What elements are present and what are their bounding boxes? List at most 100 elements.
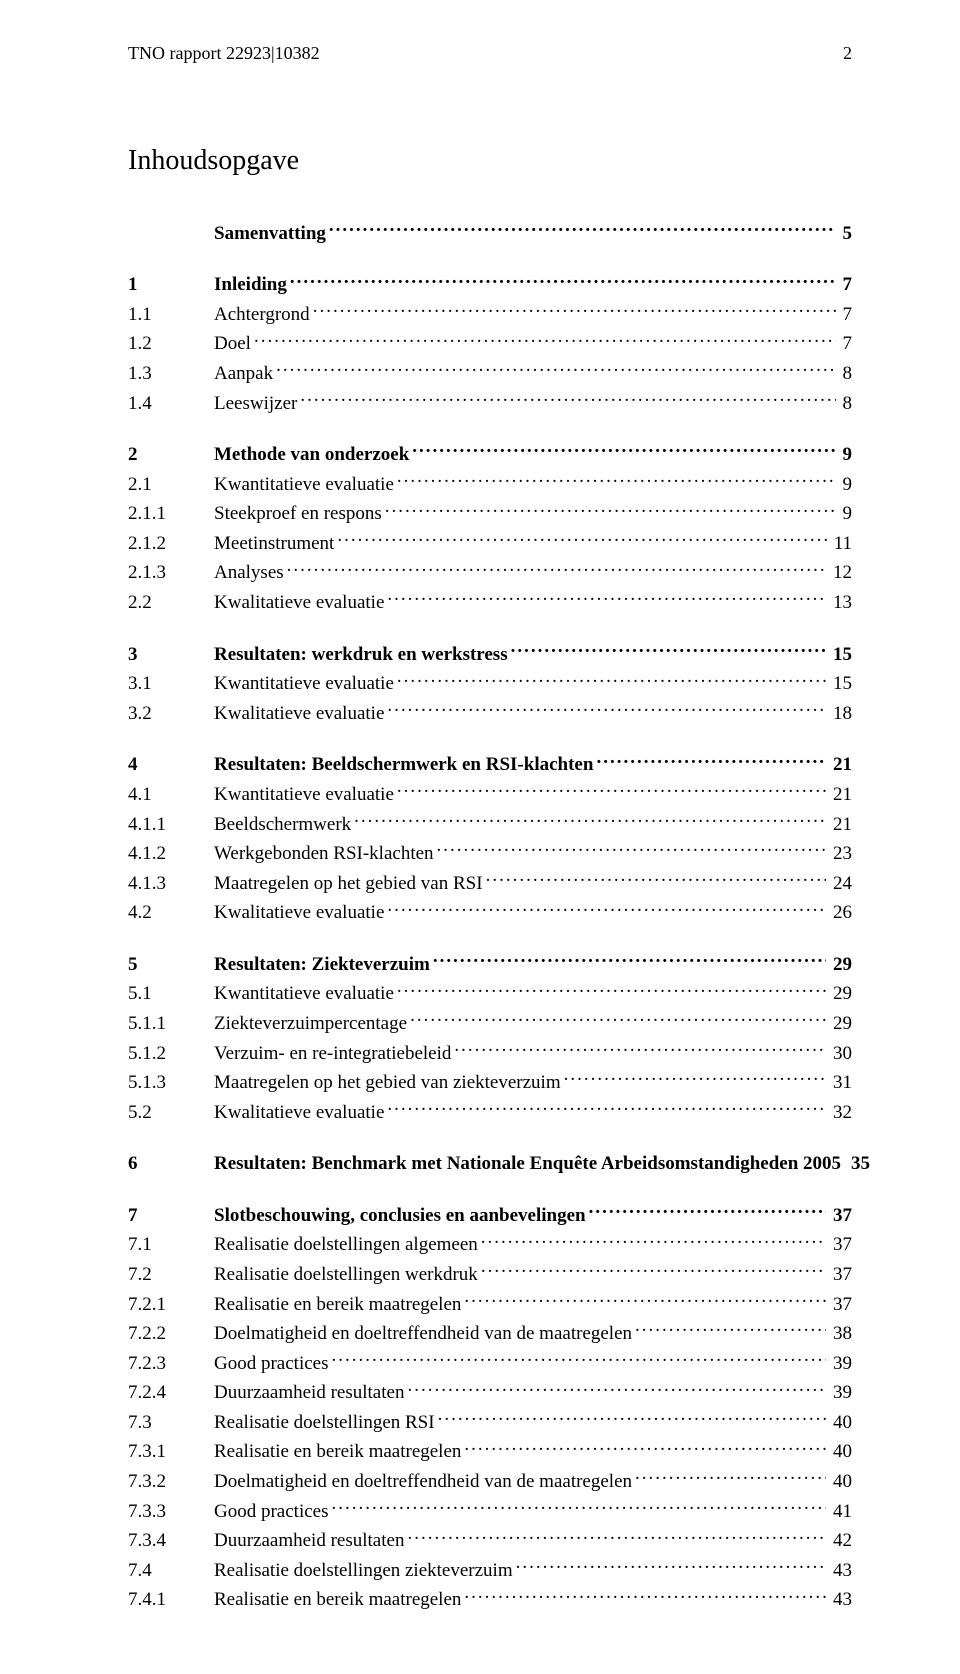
toc-leader-dots xyxy=(511,639,826,660)
toc-label: Good practices xyxy=(214,1500,328,1525)
toc-page: 9 xyxy=(839,473,853,498)
toc-leader-dots xyxy=(300,388,835,409)
toc-number: 1.4 xyxy=(128,392,214,417)
toc-number: 7.2.4 xyxy=(128,1381,214,1406)
toc-label: Steekproef en respons xyxy=(214,502,382,527)
toc-page: 7 xyxy=(839,332,853,357)
toc-row: 7.2.3Good practices39 xyxy=(128,1348,852,1377)
toc-leader-dots xyxy=(481,1230,826,1251)
toc-page: 9 xyxy=(839,502,853,527)
toc-page: 29 xyxy=(829,982,852,1007)
toc-row: 7.2.2Doelmatigheid en doeltreffendheid v… xyxy=(128,1318,852,1347)
toc-label: Realisatie en bereik maatregelen xyxy=(214,1293,461,1318)
toc-page: 40 xyxy=(829,1440,852,1465)
toc-number: 4 xyxy=(128,753,214,778)
toc-leader-dots xyxy=(387,897,826,918)
toc-row: 2.1.1Steekproef en respons 9 xyxy=(128,498,852,527)
toc-leader-dots xyxy=(276,358,835,379)
toc-leader-dots xyxy=(437,838,826,859)
toc-leader-dots xyxy=(635,1466,826,1487)
toc-leader-dots xyxy=(481,1259,826,1280)
toc-label: Analyses xyxy=(214,561,284,586)
toc-leader-dots xyxy=(516,1555,826,1576)
toc-group-gap xyxy=(128,1126,852,1148)
toc-group-gap xyxy=(128,417,852,439)
toc-page: 40 xyxy=(829,1411,852,1436)
toc-row: 2.1Kwantitatieve evaluatie9 xyxy=(128,469,852,498)
toc-page: 43 xyxy=(829,1559,852,1584)
toc-label: Werkgebonden RSI-klachten xyxy=(214,842,434,867)
toc-number: 7.1 xyxy=(128,1233,214,1258)
toc-page: 8 xyxy=(839,392,853,417)
toc-leader-dots xyxy=(464,1289,826,1310)
toc-number: 4.1.3 xyxy=(128,872,214,897)
toc-number: 6 xyxy=(128,1152,214,1177)
toc-leader-dots xyxy=(397,979,826,1000)
toc-number: 7.4.1 xyxy=(128,1588,214,1613)
toc-leader-dots xyxy=(337,528,826,549)
toc-label: Kwalitatieve evaluatie xyxy=(214,702,384,727)
toc-page: 29 xyxy=(829,953,852,978)
toc-label: Ziekteverzuimpercentage xyxy=(214,1012,407,1037)
toc-group-gap xyxy=(128,617,852,639)
toc-number: 4.1 xyxy=(128,783,214,808)
toc-leader-dots xyxy=(397,668,826,689)
toc-number: 2 xyxy=(128,443,214,468)
toc-leader-dots xyxy=(410,1008,826,1029)
toc-label: Realisatie doelstellingen RSI xyxy=(214,1411,435,1436)
toc-leader-dots xyxy=(596,749,826,770)
toc-leader-dots xyxy=(589,1200,826,1221)
toc-page: 9 xyxy=(839,443,853,468)
toc-row: 2Methode van onderzoek 9 xyxy=(128,439,852,468)
toc-number: 1.1 xyxy=(128,303,214,328)
toc-row: 1.2Doel7 xyxy=(128,329,852,358)
toc-leader-dots xyxy=(412,439,835,460)
toc-number: 7.3.1 xyxy=(128,1440,214,1465)
toc-label: Kwantitatieve evaluatie xyxy=(214,982,394,1007)
toc-page: 8 xyxy=(839,362,853,387)
toc-number: 2.1.3 xyxy=(128,561,214,586)
toc-label: Methode van onderzoek xyxy=(214,443,409,468)
toc-page: 35 xyxy=(847,1152,870,1177)
toc-label: Doelmatigheid en doeltreffendheid van de… xyxy=(214,1322,632,1347)
toc-label: Realisatie doelstellingen werkdruk xyxy=(214,1263,478,1288)
toc-label: Good practices xyxy=(214,1352,328,1377)
toc-label: Verzuim- en re-integratiebeleid xyxy=(214,1042,451,1067)
toc-row: 7.3.3Good practices41 xyxy=(128,1496,852,1525)
toc-label: Samenvatting xyxy=(214,222,326,247)
toc-row: 7.2Realisatie doelstellingen werkdruk37 xyxy=(128,1259,852,1288)
toc-label: Resultaten: Beeldschermwerk en RSI-klach… xyxy=(214,753,593,778)
toc-number: 2.1.1 xyxy=(128,502,214,527)
toc-row: 2.2Kwalitatieve evaluatie13 xyxy=(128,587,852,616)
toc-leader-dots xyxy=(438,1407,826,1428)
toc-leader-dots xyxy=(407,1525,826,1546)
toc-leader-dots xyxy=(329,218,836,239)
toc-leader-dots xyxy=(407,1377,826,1398)
toc-number: 7.2.2 xyxy=(128,1322,214,1347)
toc-leader-dots xyxy=(354,809,826,830)
toc-number: 5.1 xyxy=(128,982,214,1007)
toc-label: Realisatie en bereik maatregelen xyxy=(214,1588,461,1613)
toc-label: Kwalitatieve evaluatie xyxy=(214,591,384,616)
toc-number: 2.1.2 xyxy=(128,532,214,557)
toc-number: 4.2 xyxy=(128,901,214,926)
toc-row: 4Resultaten: Beeldschermwerk en RSI-klac… xyxy=(128,749,852,778)
toc-row: 5.1.1Ziekteverzuimpercentage29 xyxy=(128,1008,852,1037)
toc-page: 26 xyxy=(829,901,852,926)
toc-leader-dots xyxy=(387,587,826,608)
toc-row: 3.1Kwantitatieve evaluatie15 xyxy=(128,668,852,697)
toc-leader-dots xyxy=(287,558,826,579)
toc-row: 5Resultaten: Ziekteverzuim29 xyxy=(128,949,852,978)
toc-row: 2.1.3Analyses12 xyxy=(128,558,852,587)
toc-number: 4.1.1 xyxy=(128,813,214,838)
toc-page: 30 xyxy=(829,1042,852,1067)
toc-row: 4.1Kwantitatieve evaluatie21 xyxy=(128,779,852,808)
toc-row: 5.2Kwalitatieve evaluatie32 xyxy=(128,1097,852,1126)
toc-number: 2.1 xyxy=(128,473,214,498)
toc-row: 4.1.1Beeldschermwerk21 xyxy=(128,809,852,838)
toc-row: 1.4Leeswijzer8 xyxy=(128,388,852,417)
page: TNO rapport 22923|10382 2 Inhoudsopgave … xyxy=(0,0,960,1674)
toc-label: Inleiding xyxy=(214,273,287,298)
toc-row: 7.3.1Realisatie en bereik maatregelen40 xyxy=(128,1437,852,1466)
toc-page: 42 xyxy=(829,1529,852,1554)
